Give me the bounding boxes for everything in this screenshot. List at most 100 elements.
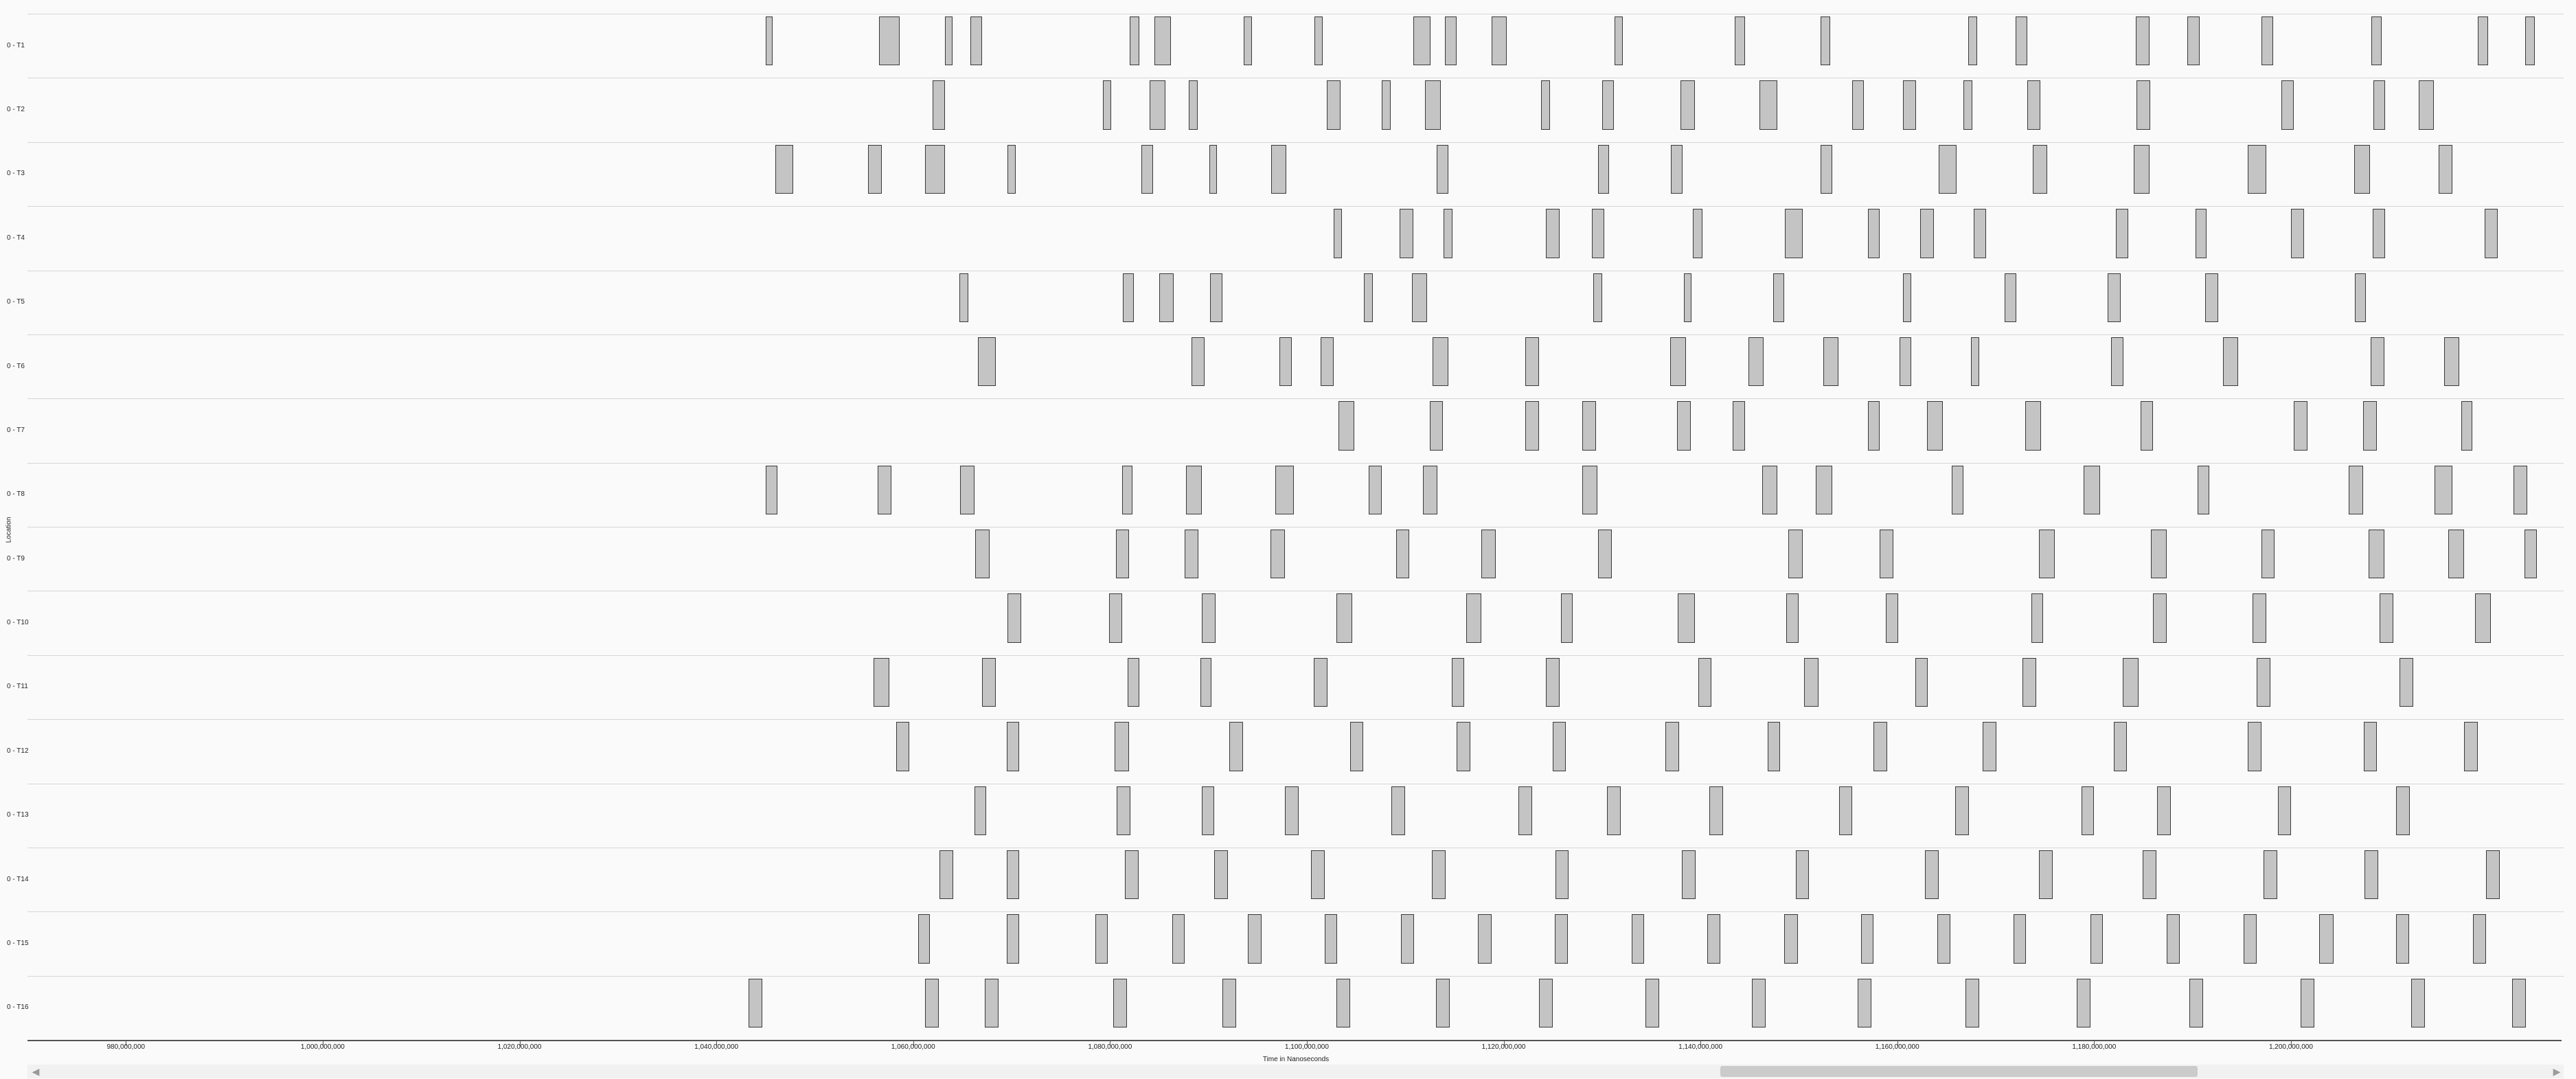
trace-event-bar[interactable]: [2364, 850, 2379, 900]
trace-event-bar[interactable]: [2464, 722, 2478, 771]
trace-event-bar[interactable]: [1338, 401, 1354, 451]
trace-event-bar[interactable]: [1748, 337, 1764, 387]
trace-event-bar[interactable]: [1492, 16, 1507, 66]
trace-event-bar[interactable]: [2197, 465, 2209, 514]
trace-event-bar[interactable]: [2399, 657, 2413, 707]
trace-event-bar[interactable]: [1431, 850, 1446, 900]
trace-event-bar[interactable]: [2136, 80, 2150, 130]
trace-event-bar[interactable]: [1815, 465, 1833, 514]
trace-event-bar[interactable]: [1172, 914, 1185, 964]
trace-event-bar[interactable]: [2362, 401, 2377, 451]
trace-event-bar[interactable]: [1108, 593, 1122, 643]
trace-event-bar[interactable]: [1955, 786, 1970, 835]
trace-event-bar[interactable]: [1209, 144, 1218, 194]
trace-event-bar[interactable]: [2478, 16, 2488, 66]
trace-event-bar[interactable]: [1820, 144, 1833, 194]
trace-event-bar[interactable]: [2319, 914, 2334, 964]
trace-event-bar[interactable]: [1903, 80, 1916, 130]
trace-event-bar[interactable]: [1336, 978, 1350, 1027]
trace-event-bar[interactable]: [1006, 850, 1020, 900]
trace-event-bar[interactable]: [2247, 144, 2267, 194]
trace-event-bar[interactable]: [2142, 850, 2156, 900]
trace-event-bar[interactable]: [1735, 16, 1745, 66]
trace-event-bar[interactable]: [1466, 593, 1481, 643]
trace-event-bar[interactable]: [1285, 786, 1299, 835]
trace-event-bar[interactable]: [1401, 914, 1415, 964]
trace-event-bar[interactable]: [2083, 465, 2100, 514]
trace-event-bar[interactable]: [2373, 80, 2386, 130]
trace-event-bar[interactable]: [1007, 144, 1016, 194]
trace-event-bar[interactable]: [1214, 850, 1229, 900]
trace-event-bar[interactable]: [2195, 209, 2207, 258]
trace-event-bar[interactable]: [2157, 786, 2172, 835]
trace-event-bar[interactable]: [1336, 593, 1352, 643]
trace-event-bar[interactable]: [1424, 80, 1441, 130]
trace-event-bar[interactable]: [1333, 209, 1343, 258]
trace-event-bar[interactable]: [2004, 273, 2017, 322]
trace-event-bar[interactable]: [970, 16, 982, 66]
trace-event-bar[interactable]: [1788, 530, 1803, 579]
trace-event-bar[interactable]: [1968, 16, 1977, 66]
trace-event-bar[interactable]: [1113, 978, 1127, 1027]
trace-event-bar[interactable]: [2027, 80, 2040, 130]
trace-event-bar[interactable]: [1310, 850, 1325, 900]
trace-event-bar[interactable]: [1396, 530, 1409, 579]
trace-event-bar[interactable]: [1159, 273, 1174, 322]
trace-event-bar[interactable]: [1615, 16, 1623, 66]
trace-event-bar[interactable]: [1007, 593, 1022, 643]
trace-event-bar[interactable]: [974, 786, 986, 835]
trace-event-bar[interactable]: [874, 657, 890, 707]
trace-event-bar[interactable]: [1924, 850, 1939, 900]
trace-event-bar[interactable]: [1121, 465, 1133, 514]
trace-event-bar[interactable]: [2448, 530, 2465, 579]
trace-event-bar[interactable]: [2253, 593, 2267, 643]
trace-event-bar[interactable]: [1201, 593, 1216, 643]
trace-event-bar[interactable]: [1773, 273, 1784, 322]
trace-event-bar[interactable]: [1546, 657, 1560, 707]
trace-event-bar[interactable]: [1324, 914, 1338, 964]
trace-event-bar[interactable]: [2247, 722, 2261, 771]
trace-event-bar[interactable]: [1645, 978, 1659, 1027]
trace-event-bar[interactable]: [924, 144, 945, 194]
trace-event-bar[interactable]: [1192, 337, 1205, 387]
trace-event-bar[interactable]: [896, 722, 909, 771]
trace-event-bar[interactable]: [2187, 16, 2200, 66]
trace-event-bar[interactable]: [867, 144, 882, 194]
trace-event-bar[interactable]: [2294, 401, 2308, 451]
trace-event-bar[interactable]: [2135, 16, 2150, 66]
trace-event-bar[interactable]: [1539, 978, 1553, 1027]
trace-event-bar[interactable]: [1095, 914, 1108, 964]
trace-event-bar[interactable]: [1665, 722, 1679, 771]
trace-event-bar[interactable]: [2261, 16, 2274, 66]
trace-event-bar[interactable]: [939, 850, 954, 900]
trace-event-bar[interactable]: [1456, 722, 1470, 771]
trace-event-bar[interactable]: [2396, 914, 2409, 964]
trace-event-bar[interactable]: [1592, 209, 1604, 258]
trace-event-bar[interactable]: [1938, 144, 1957, 194]
trace-event-bar[interactable]: [2473, 914, 2486, 964]
trace-event-bar[interactable]: [2153, 593, 2167, 643]
trace-event-bar[interactable]: [2013, 914, 2027, 964]
trace-event-bar[interactable]: [1185, 530, 1199, 579]
trace-event-bar[interactable]: [2396, 786, 2410, 835]
trace-event-bar[interactable]: [1129, 16, 1140, 66]
trace-event-bar[interactable]: [1115, 722, 1129, 771]
trace-event-bar[interactable]: [2122, 657, 2139, 707]
trace-event-bar[interactable]: [1006, 722, 1020, 771]
trace-event-bar[interactable]: [2140, 401, 2154, 451]
trace-event-bar[interactable]: [1247, 914, 1262, 964]
trace-event-bar[interactable]: [982, 657, 996, 707]
trace-event-bar[interactable]: [1983, 722, 1997, 771]
trace-event-bar[interactable]: [2033, 144, 2047, 194]
trace-event-bar[interactable]: [2369, 530, 2385, 579]
trace-event-bar[interactable]: [1518, 786, 1533, 835]
trace-event-bar[interactable]: [1391, 786, 1406, 835]
trace-event-bar[interactable]: [878, 16, 900, 66]
trace-event-bar[interactable]: [1678, 593, 1695, 643]
trace-event-bar[interactable]: [1951, 465, 1963, 514]
trace-event-bar[interactable]: [2410, 978, 2425, 1027]
trace-event-bar[interactable]: [1937, 914, 1951, 964]
trace-event-bar[interactable]: [765, 16, 773, 66]
trace-event-bar[interactable]: [1669, 337, 1686, 387]
trace-event-bar[interactable]: [1412, 273, 1427, 322]
